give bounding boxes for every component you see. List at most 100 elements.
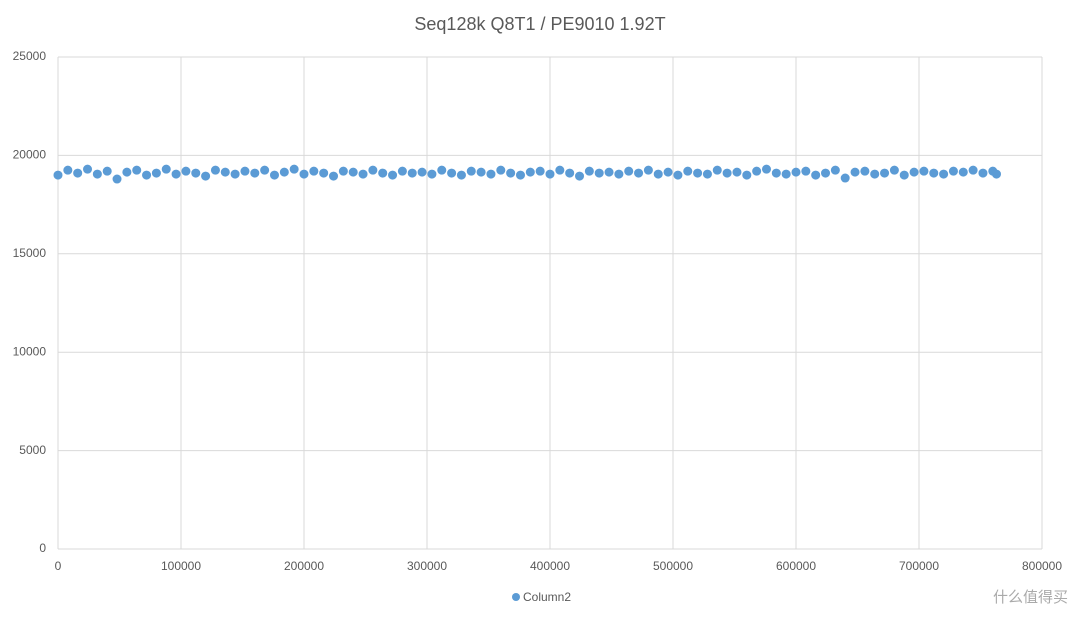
point — [132, 165, 142, 175]
point — [73, 168, 83, 178]
point — [821, 168, 831, 178]
x-tick-label: 200000 — [284, 559, 324, 573]
point — [427, 169, 437, 179]
point — [102, 166, 112, 176]
point — [958, 167, 968, 177]
point — [880, 168, 890, 178]
point — [486, 169, 496, 179]
legend-marker — [512, 593, 520, 601]
point — [122, 167, 132, 177]
point — [791, 167, 801, 177]
point — [338, 166, 348, 176]
y-tick-label: 20000 — [13, 148, 47, 162]
point — [614, 169, 624, 179]
point — [447, 168, 457, 178]
point — [437, 165, 447, 175]
y-tick-label: 5000 — [19, 443, 46, 457]
point — [63, 165, 73, 175]
point — [850, 167, 860, 177]
point — [978, 168, 988, 178]
point — [191, 168, 201, 178]
x-tick-label: 0 — [55, 559, 62, 573]
point — [210, 165, 220, 175]
point — [752, 166, 762, 176]
point — [476, 167, 486, 177]
point — [506, 168, 516, 178]
point — [171, 169, 181, 179]
point — [840, 173, 850, 183]
point — [991, 169, 1001, 179]
point — [565, 168, 575, 178]
point — [594, 168, 604, 178]
point — [712, 165, 722, 175]
point — [329, 171, 339, 181]
point — [870, 169, 880, 179]
point — [929, 168, 939, 178]
point — [319, 168, 329, 178]
point — [732, 167, 742, 177]
x-tick-label: 700000 — [899, 559, 939, 573]
point — [830, 165, 840, 175]
point — [771, 168, 781, 178]
point — [584, 166, 594, 176]
y-tick-label: 15000 — [13, 246, 47, 260]
point — [142, 170, 152, 180]
point — [269, 170, 279, 180]
point — [151, 168, 161, 178]
point — [968, 165, 978, 175]
point — [761, 164, 771, 174]
point — [683, 166, 693, 176]
point — [112, 174, 122, 184]
point — [388, 170, 398, 180]
point — [181, 166, 191, 176]
point — [575, 171, 585, 181]
point — [860, 166, 870, 176]
point — [83, 164, 93, 174]
point — [624, 166, 634, 176]
point — [407, 168, 417, 178]
point — [496, 165, 506, 175]
point — [348, 167, 358, 177]
point — [466, 166, 476, 176]
point — [939, 169, 949, 179]
x-tick-label: 300000 — [407, 559, 447, 573]
point — [220, 167, 230, 177]
point — [240, 166, 250, 176]
y-tick-label: 10000 — [13, 344, 47, 358]
point — [535, 166, 545, 176]
point — [397, 166, 407, 176]
x-tick-label: 400000 — [530, 559, 570, 573]
point — [604, 167, 614, 177]
point — [919, 166, 929, 176]
point — [673, 170, 683, 180]
point — [555, 165, 565, 175]
x-tick-label: 800000 — [1022, 559, 1062, 573]
point — [53, 170, 63, 180]
point — [742, 170, 752, 180]
point — [299, 169, 309, 179]
point — [811, 170, 821, 180]
point — [92, 169, 102, 179]
point — [417, 167, 427, 177]
point — [358, 169, 368, 179]
point — [899, 170, 909, 180]
x-tick-label: 100000 — [161, 559, 201, 573]
point — [515, 170, 525, 180]
point — [309, 166, 319, 176]
point — [781, 169, 791, 179]
x-tick-label: 500000 — [653, 559, 693, 573]
point — [250, 168, 260, 178]
point — [260, 165, 270, 175]
point — [456, 170, 466, 180]
point — [279, 167, 289, 177]
point — [378, 168, 388, 178]
point — [702, 169, 712, 179]
point — [545, 169, 555, 179]
point — [693, 168, 703, 178]
legend-label: Column2 — [523, 590, 571, 604]
y-tick-label: 25000 — [13, 49, 47, 63]
chart-title: Seq128k Q8T1 / PE9010 1.92T — [414, 14, 665, 34]
point — [722, 168, 732, 178]
